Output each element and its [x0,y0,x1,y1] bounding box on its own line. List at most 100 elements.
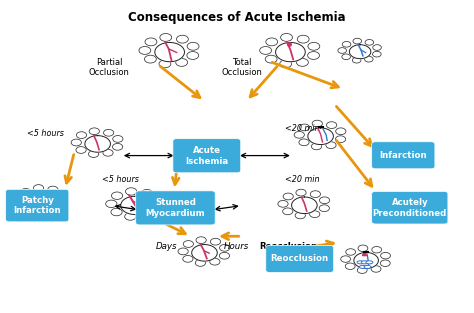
Circle shape [319,205,329,212]
Circle shape [311,143,322,150]
Text: Reocclusion: Reocclusion [271,254,329,264]
Circle shape [219,244,230,251]
FancyBboxPatch shape [266,245,334,272]
Ellipse shape [361,261,368,264]
Ellipse shape [357,261,364,264]
Circle shape [16,196,26,203]
Circle shape [336,128,346,135]
Text: Hours: Hours [223,243,249,251]
Circle shape [183,255,193,262]
Ellipse shape [35,207,41,209]
Circle shape [372,247,382,253]
Circle shape [141,212,152,219]
Text: <5 hours: <5 hours [101,175,138,184]
Circle shape [341,256,351,262]
Circle shape [283,208,293,215]
Circle shape [299,139,309,146]
Circle shape [145,38,157,46]
Circle shape [365,56,373,62]
FancyBboxPatch shape [173,139,241,173]
Circle shape [296,189,306,196]
Circle shape [300,124,310,131]
Circle shape [178,248,188,255]
Circle shape [151,196,163,204]
Circle shape [112,143,123,150]
Circle shape [338,48,346,53]
Circle shape [342,41,351,47]
Circle shape [151,205,163,212]
Circle shape [266,38,278,46]
Circle shape [319,197,330,204]
Text: <20 min: <20 min [285,175,319,184]
Circle shape [89,128,100,135]
Circle shape [187,42,199,50]
Circle shape [352,57,361,63]
Polygon shape [29,192,55,209]
Circle shape [336,136,346,142]
Circle shape [294,131,304,138]
Polygon shape [292,197,317,213]
Circle shape [176,35,188,43]
Circle shape [76,132,87,138]
Circle shape [280,60,292,68]
Text: Reocclusion: Reocclusion [259,243,317,251]
Circle shape [139,47,151,54]
Circle shape [310,191,320,198]
Circle shape [380,260,390,266]
Text: Stunned
Myocardium: Stunned Myocardium [146,198,205,218]
Text: Days: Days [155,243,177,251]
Circle shape [342,54,350,59]
Circle shape [47,206,57,213]
Circle shape [371,266,381,272]
Circle shape [345,263,355,269]
Circle shape [76,146,86,153]
Text: <20 min: <20 min [285,124,319,133]
Text: Acutely
Preconditioned: Acutely Preconditioned [373,198,447,218]
Polygon shape [349,45,371,59]
Circle shape [57,200,67,207]
Circle shape [33,208,43,214]
Circle shape [48,186,58,193]
Polygon shape [155,43,184,62]
Ellipse shape [359,265,366,269]
Text: <5 hours: <5 hours [27,129,64,138]
Circle shape [357,267,367,273]
Circle shape [365,39,374,45]
Circle shape [160,33,172,41]
Circle shape [187,52,199,59]
Text: Total
Occlusion: Total Occlusion [221,58,262,77]
FancyBboxPatch shape [372,192,448,224]
Text: Patchy
Infarction: Patchy Infarction [13,196,61,215]
Circle shape [159,60,171,68]
Circle shape [353,38,362,44]
Circle shape [20,203,30,210]
Circle shape [283,193,293,200]
Text: Consequences of Acute Ischemia: Consequences of Acute Ischemia [128,11,346,24]
Circle shape [310,211,320,218]
Circle shape [57,192,67,199]
Circle shape [89,151,99,157]
Circle shape [34,185,44,191]
Text: Infarction: Infarction [380,151,427,160]
Polygon shape [191,244,217,261]
Circle shape [346,249,356,255]
Ellipse shape [366,261,373,264]
Polygon shape [121,196,149,214]
Circle shape [176,59,188,66]
Circle shape [312,120,322,127]
Circle shape [111,208,122,216]
Circle shape [278,200,288,207]
Circle shape [373,51,381,57]
Circle shape [373,45,382,50]
Circle shape [183,241,193,247]
FancyBboxPatch shape [372,142,435,169]
Polygon shape [85,136,110,152]
Circle shape [381,252,391,259]
Circle shape [219,252,229,259]
Circle shape [111,192,123,199]
Circle shape [113,136,123,142]
Text: Acute
Ischemia: Acute Ischemia [185,146,228,166]
Ellipse shape [39,207,46,210]
Circle shape [297,35,309,43]
FancyBboxPatch shape [136,191,215,225]
